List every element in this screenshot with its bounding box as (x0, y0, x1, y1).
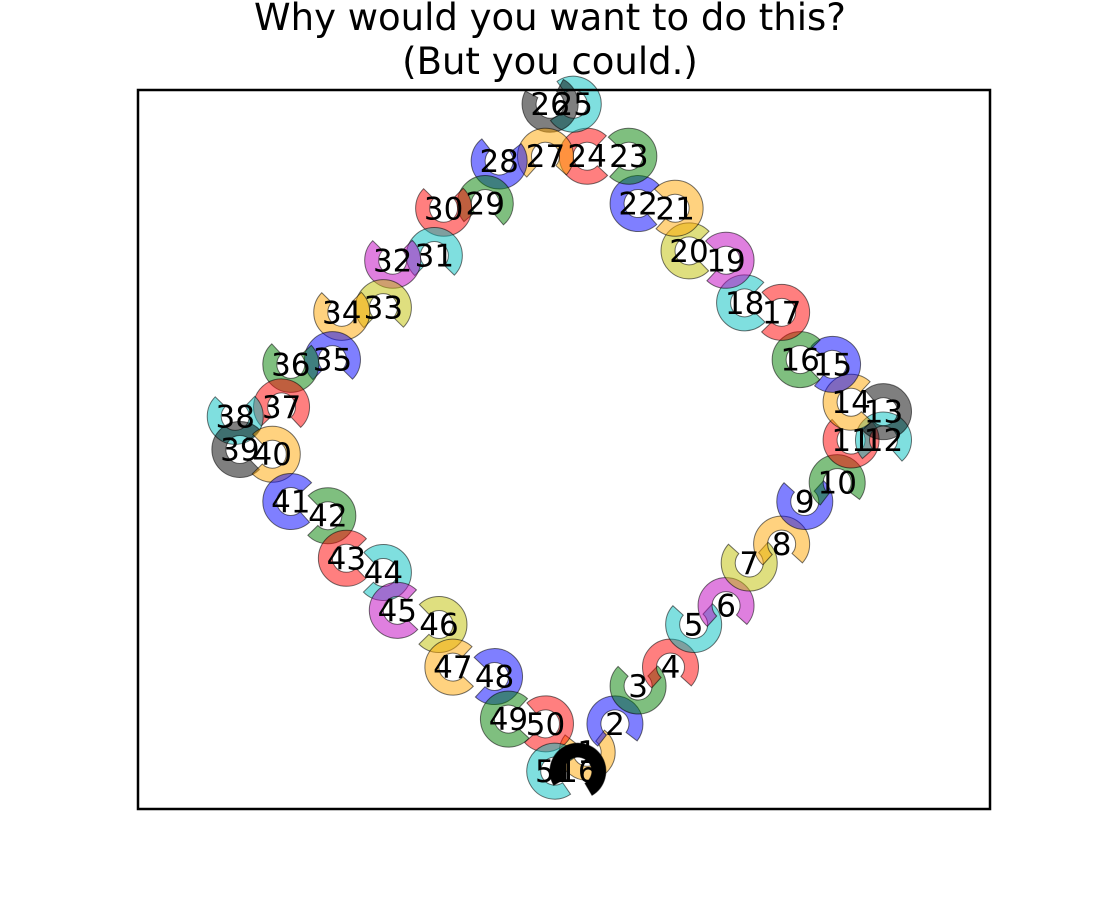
wedge-label-42: 42 (308, 499, 347, 535)
wedge-label-49: 49 (489, 702, 528, 738)
wedge-30 (415, 187, 473, 237)
wedge-label-11: 11 (831, 423, 870, 459)
wedge-label-52: 16 (558, 754, 597, 790)
wedge-45 (368, 581, 419, 639)
plot-frame (136, 88, 992, 811)
wedge-label-2: 2 (605, 707, 625, 743)
wedge-24 (558, 127, 609, 185)
wedge-label-3: 3 (628, 669, 648, 705)
wedge-label-4: 4 (661, 650, 681, 686)
wedge-label-39: 39 (220, 433, 259, 469)
wedge-label-27: 27 (526, 139, 565, 175)
wedge-label-34: 34 (322, 295, 361, 331)
wedge-label-12: 12 (864, 423, 903, 459)
wedge-17 (760, 283, 811, 341)
wedge-49 (479, 690, 530, 748)
wedge-19 (704, 231, 755, 289)
wedge-39 (211, 421, 261, 478)
wedge-label-7: 7 (739, 546, 759, 582)
wedge-21 (653, 179, 704, 237)
wedge-label-18: 18 (725, 286, 764, 322)
wedge-34 (313, 291, 371, 341)
wedge-43 (317, 529, 368, 587)
wedge-label-21: 21 (655, 191, 694, 227)
wedge-label-38: 38 (216, 399, 255, 435)
wedge-label-48: 48 (475, 660, 514, 696)
wedge-label-6: 6 (716, 589, 736, 625)
wedge-label-51: 51 (535, 754, 574, 790)
wedge-label-15: 15 (813, 347, 852, 383)
wedge-label-32: 32 (373, 243, 412, 279)
wedge-label-10: 10 (817, 466, 856, 502)
wedge-label-40: 40 (253, 437, 292, 473)
wedge-label-44: 44 (364, 555, 403, 591)
wedge-label-41: 41 (271, 485, 310, 521)
wedge-label-22: 22 (618, 187, 657, 223)
wedge-label-47: 47 (433, 650, 472, 686)
wedge-23 (607, 127, 658, 185)
wedge-32 (364, 239, 422, 289)
wedge-label-46: 46 (419, 608, 458, 644)
wedges-layer (206, 75, 912, 800)
wedge-label-25: 25 (554, 87, 593, 123)
wedge-13 (861, 383, 912, 441)
wedge-label-50: 50 (526, 707, 565, 743)
wedge-label-26: 26 (530, 87, 569, 123)
chart-title-line-2: (But you could.) (402, 40, 698, 83)
wedge-label-13: 13 (864, 395, 903, 431)
wedge-label-35: 35 (313, 343, 352, 379)
wedge-41 (262, 473, 313, 530)
wedge-label-37: 37 (262, 390, 301, 426)
wedge-label-1: 1 (577, 735, 597, 771)
wedge-label-45: 45 (378, 593, 417, 629)
wedge-label-24: 24 (567, 139, 606, 175)
wedge-47 (424, 638, 475, 696)
wedge-label-17: 17 (762, 295, 801, 331)
wedge-label-28: 28 (479, 144, 518, 180)
labels-layer: 1234567891011121314151617181920212223242… (216, 87, 904, 790)
wedge-label-29: 29 (466, 187, 505, 223)
wedge-26 (521, 78, 579, 133)
wedge-label-16: 16 (780, 343, 819, 379)
wedge-label-5: 5 (684, 608, 704, 644)
wedge-label-31: 31 (415, 239, 454, 275)
wedge-label-33: 33 (364, 291, 403, 327)
wedge-label-20: 20 (669, 234, 708, 270)
wedge-label-9: 9 (795, 485, 815, 521)
chart-title-line-1: Why would you want to do this? (254, 0, 846, 39)
wedge-label-19: 19 (706, 243, 745, 279)
wedge-label-8: 8 (772, 527, 792, 563)
wedge-label-30: 30 (424, 191, 463, 227)
wedge-52 (549, 742, 607, 797)
wedge-label-43: 43 (327, 541, 366, 577)
wedge-label-23: 23 (609, 139, 648, 175)
wedge-label-14: 14 (831, 385, 870, 421)
wedge-label-36: 36 (271, 347, 310, 383)
